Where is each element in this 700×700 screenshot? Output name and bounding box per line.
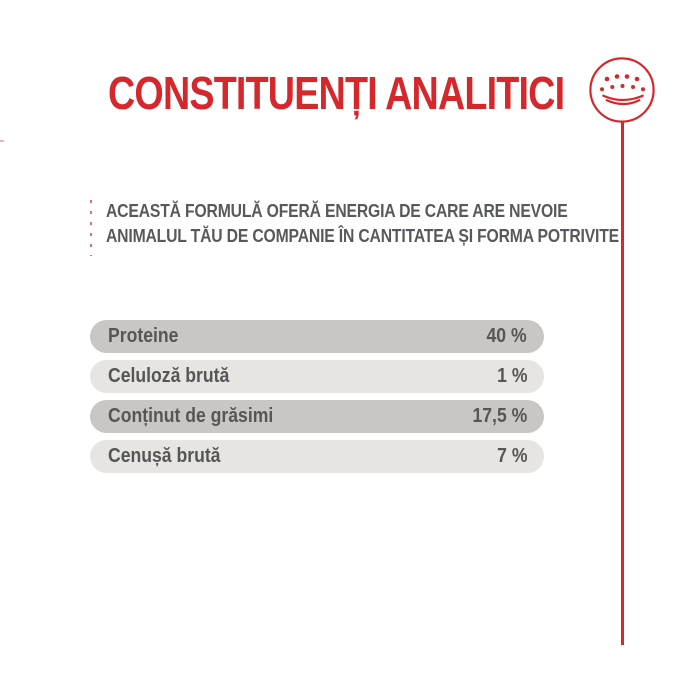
description: ACEASTĂ FORMULĂ OFERĂ ENERGIA DE CARE AR… [106,199,700,248]
page-title: CONSTITUENȚI ANALITICI [108,66,664,122]
row-label: Proteine [108,325,179,347]
row-label: Conținut de grăsimi [108,405,274,427]
description-line-2: ANIMALUL TĂU DE COMPANIE ÎN CANTITATEA Ș… [106,224,620,246]
left-edge-tick [0,140,4,142]
dotted-accent-line [90,200,92,256]
royal-canin-crown-logo-icon [589,57,655,123]
crown-icon [589,57,655,123]
row-value: 40 % [486,325,527,347]
table-row: Proteine 40 % [90,320,544,353]
row-value: 1 % [496,365,527,387]
table-row: Conținut de grăsimi 17,5 % [90,400,544,433]
row-value: 17,5 % [472,405,527,427]
vertical-rule [621,122,624,645]
table-row: Cenușă brută 7 % [90,440,544,473]
page-title-text: CONSTITUENȚI ANALITICI [108,67,565,119]
row-value: 7 % [496,445,527,467]
description-line-1: ACEASTĂ FORMULĂ OFERĂ ENERGIA DE CARE AR… [106,200,568,221]
table-row: Celuloză brută 1 % [90,360,544,393]
row-label: Celuloză brută [108,365,230,387]
row-label: Cenușă brută [108,445,221,467]
